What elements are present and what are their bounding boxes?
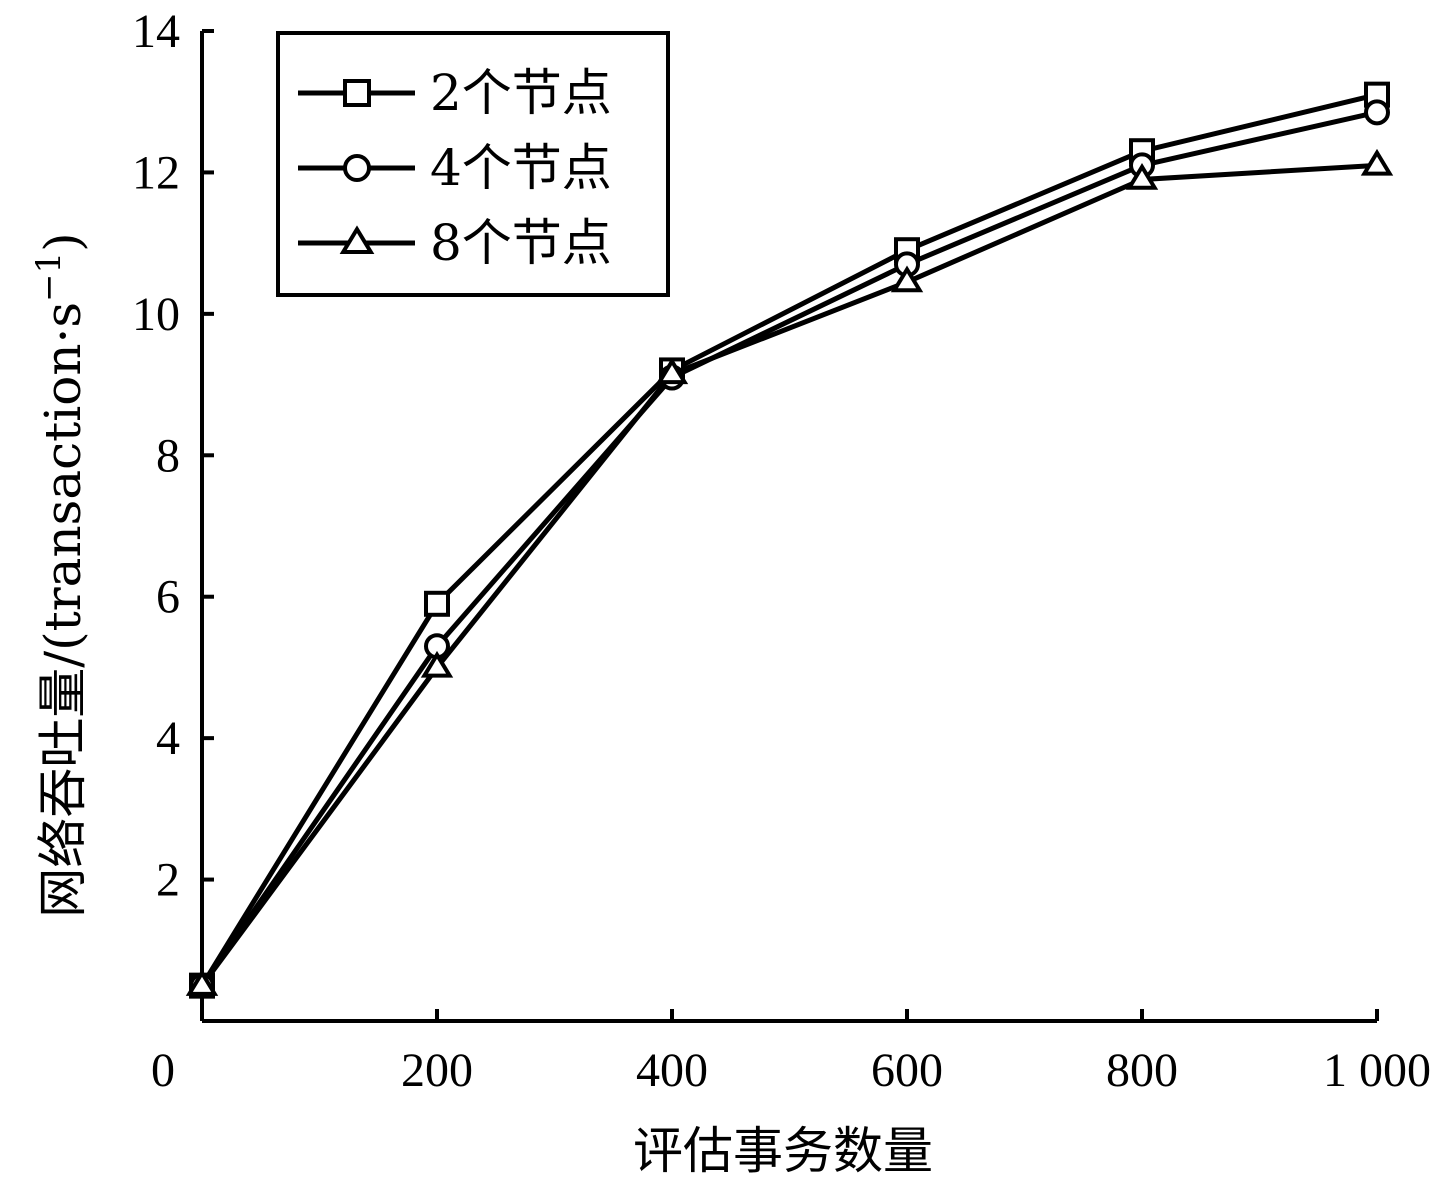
x-tick-label: 1 000 bbox=[1323, 1044, 1431, 1097]
y-tick-label: 10 bbox=[132, 288, 180, 341]
marker-triangle bbox=[890, 265, 924, 293]
series-line-2 bbox=[199, 109, 1378, 988]
y-tick-label: 14 bbox=[132, 5, 180, 58]
tick-labels: 0 200 400 600 800 1 000 2 4 6 8 10 12 14 bbox=[132, 5, 1431, 1097]
y-tick-label: 4 bbox=[156, 712, 180, 765]
marker-triangle bbox=[339, 225, 375, 254]
x-tick-label: 400 bbox=[636, 1044, 708, 1097]
y-tick-label: 12 bbox=[132, 146, 180, 199]
marker-circle bbox=[343, 154, 371, 182]
series-line-1 bbox=[199, 92, 1378, 987]
marker-square bbox=[343, 79, 371, 107]
x-axis-title: 评估事务数量 bbox=[633, 1122, 933, 1180]
data-markers bbox=[185, 81, 1394, 999]
x-tick-label: 800 bbox=[1106, 1044, 1178, 1097]
series-lines bbox=[199, 92, 1378, 988]
marker-triangle bbox=[1360, 148, 1394, 176]
y-tick-label: 2 bbox=[156, 854, 180, 907]
axes bbox=[200, 31, 1377, 1023]
y-tick-label: 8 bbox=[156, 429, 180, 482]
marker-square bbox=[424, 590, 450, 617]
x-tick-label: 0 bbox=[151, 1044, 175, 1097]
y-tick-label: 6 bbox=[156, 571, 180, 624]
legend-label: 4个节点 bbox=[430, 139, 612, 197]
legend: 2个节点 4个节点 8个节点 bbox=[276, 31, 670, 297]
marker-triangle bbox=[420, 650, 454, 678]
marker-triangle bbox=[1125, 162, 1159, 190]
tick-marks bbox=[202, 29, 1379, 1021]
legend-label: 2个节点 bbox=[430, 64, 612, 122]
y-axis-title-main: 网络吞吐量/(transaction·s bbox=[34, 302, 92, 918]
x-tick-label: 600 bbox=[871, 1044, 943, 1097]
x-tick-label: 200 bbox=[401, 1044, 473, 1097]
marker-triangle bbox=[655, 357, 689, 385]
marker-circle bbox=[1364, 99, 1390, 126]
series-line-3 bbox=[199, 162, 1378, 988]
y-axis-title-close: ) bbox=[34, 232, 92, 252]
marker-triangle bbox=[185, 969, 219, 996]
y-axis-title: 网络吞吐量/(transaction·s−1) bbox=[29, 232, 92, 917]
y-axis-title-superscript: −1 bbox=[29, 252, 69, 302]
legend-label: 8个节点 bbox=[430, 214, 612, 272]
